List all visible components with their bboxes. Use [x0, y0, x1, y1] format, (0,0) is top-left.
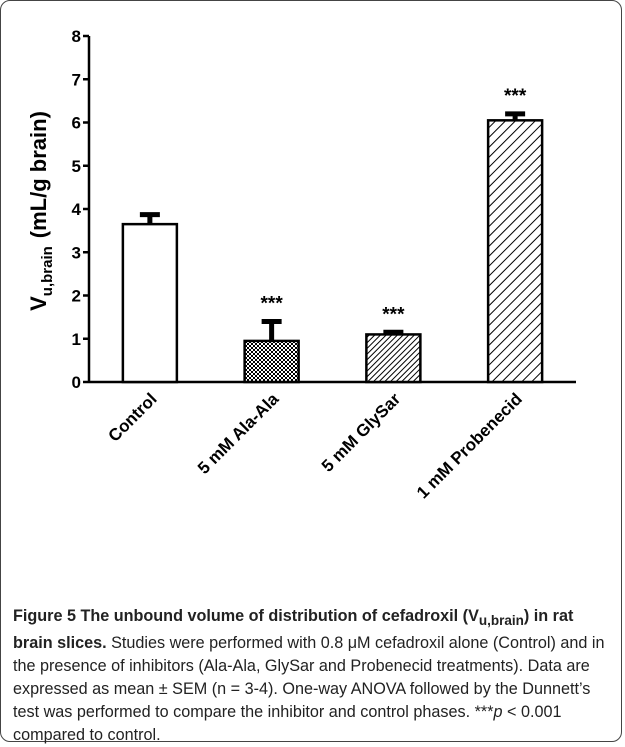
significance-label: ***: [504, 86, 527, 107]
y-tick-label: 4: [72, 200, 82, 219]
caption-body-end: < 0.001 compared to control.: [13, 703, 562, 745]
x-tick-label: 5 mM GlySar: [318, 389, 405, 476]
bar: [486, 119, 544, 384]
y-tick-label: 3: [72, 243, 81, 262]
x-tick-label: 5 mM Ala-Ala: [194, 389, 283, 478]
caption-title: The unbound volume of distribution of ce…: [80, 607, 469, 625]
chart: Vu,brain (mL/g brain) 0 1 2 3 4 5 6 7 8 Control ***…: [26, 27, 576, 502]
y-label-main: V: [26, 296, 51, 311]
caption-label: Figure 5: [13, 607, 76, 625]
caption: Figure 5 The unbound volume of distribut…: [13, 605, 611, 747]
y-tick-label: 0: [72, 373, 81, 392]
y-axis-label: Vu,brain (mL/g brain): [26, 111, 56, 311]
x-tick-label: Control: [105, 389, 161, 445]
significance-label: ***: [382, 304, 405, 325]
bar: [365, 333, 422, 384]
caption-title-end: ) in rat brain slices.: [13, 607, 574, 653]
y-tick-label: 6: [72, 114, 81, 133]
error-bar: [139, 212, 160, 225]
bar: [121, 222, 179, 384]
x-tick-label: 1 mM Probenecid: [413, 389, 526, 502]
caption-body: Studies were performed with 0.8 μM cefad…: [13, 634, 605, 722]
caption-title-var: V: [468, 607, 479, 625]
y-tick-label: 2: [72, 287, 81, 306]
significance-label: ***: [261, 293, 284, 314]
bar: [243, 339, 300, 384]
error-bar: [383, 329, 404, 335]
y-label-rest: (mL/g brain): [26, 111, 51, 238]
caption-title-sub: u,brain: [478, 613, 524, 629]
y-label-sub: u,brain: [39, 246, 56, 296]
y-tick-label: 1: [72, 330, 81, 349]
y-tick-label: 8: [72, 27, 81, 46]
y-tick-label: 7: [72, 70, 81, 89]
error-bar: [505, 111, 526, 121]
error-bar: [261, 318, 282, 341]
caption-italic: p: [493, 703, 503, 722]
y-tick-label: 5: [72, 157, 81, 176]
